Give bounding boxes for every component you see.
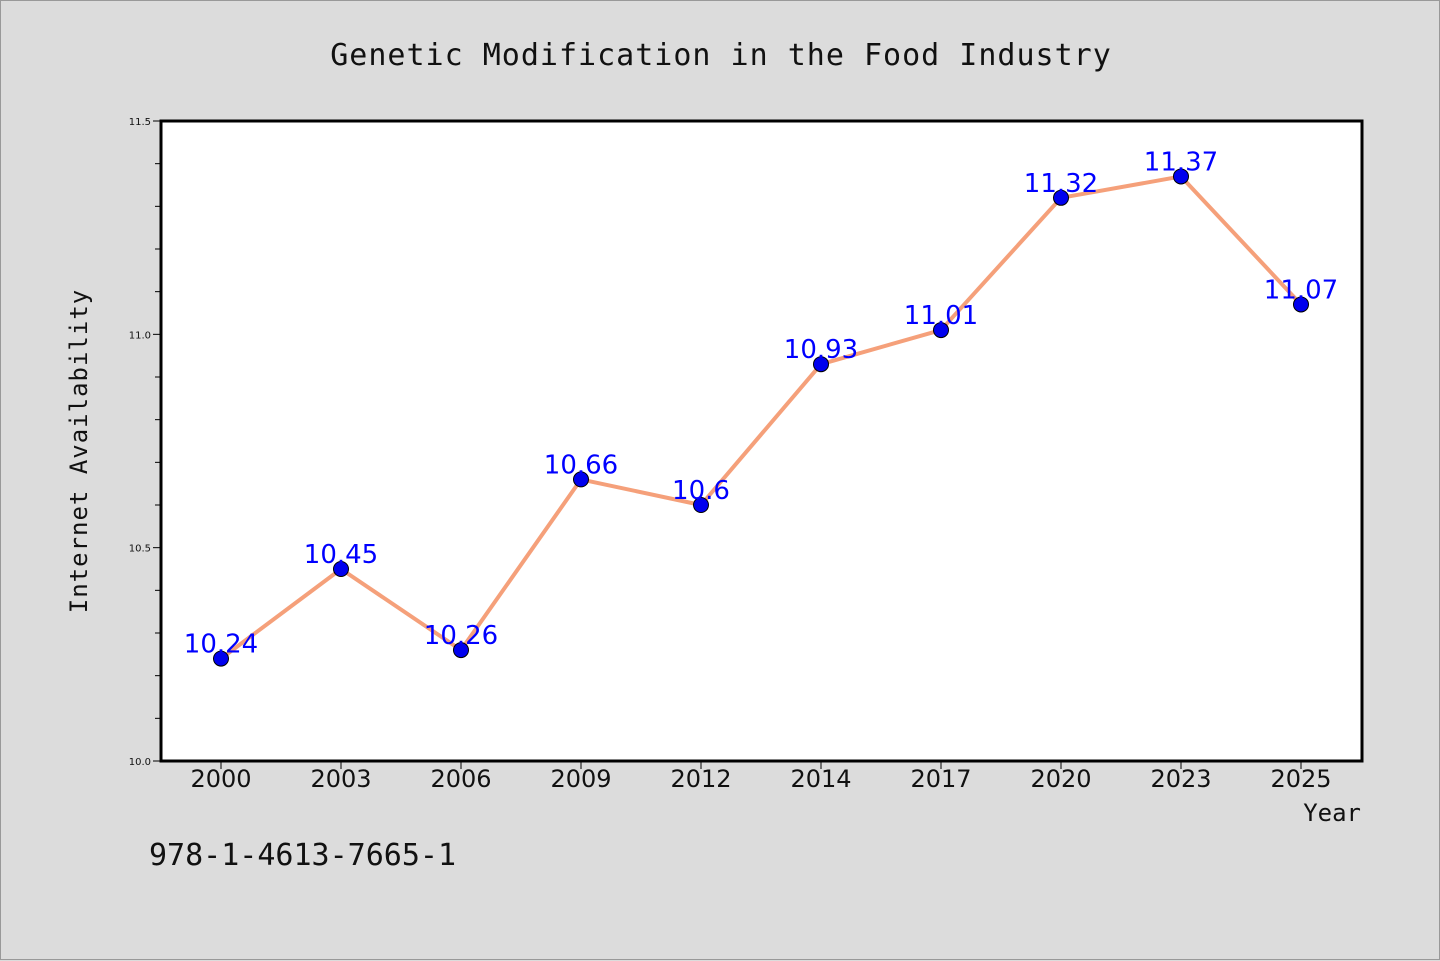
x-axis-label: Year [1303,799,1361,827]
data-label: 11.37 [1144,147,1218,177]
data-point [453,642,469,659]
x-axis: 2000 2003 2006 2009 2012 2014 2017 2020 2023 2025 [190,761,1332,793]
data-label: 10.24 [184,630,258,660]
series-line [219,174,1303,661]
y-tick-label: 11.5 [129,117,151,128]
data-label: 11.07 [1264,275,1338,305]
data-point [933,322,949,339]
data-label: 11.32 [1024,169,1098,199]
x-tick-label: 2020 [1030,765,1091,793]
data-point [333,561,349,577]
data-label: 10.93 [784,335,858,365]
x-tick-label: 2017 [910,765,971,793]
data-label: 10.26 [424,621,498,651]
data-point [1053,189,1069,206]
x-tick-label: 2003 [310,765,371,793]
plot-area [159,119,1364,763]
chart-title: Genetic Modification in the Food Industr… [330,38,1112,73]
data-point [1173,168,1189,185]
y-axis: 10.0 10.5 11.0 11.5 [129,117,161,768]
data-point [213,650,229,667]
data-series: 10.24 10.45 10.26 10.66 10.6 10.93 11.01 11.32 1… [184,147,1338,667]
data-point [813,356,829,373]
y-tick-label: 10.5 [129,544,151,555]
y-tick-label: 11.0 [129,330,151,341]
x-tick-label: 2000 [190,765,251,793]
data-point [573,471,589,488]
y-axis-label: Internet Availability [65,289,93,613]
x-tick-label: 2006 [430,765,491,793]
x-tick-label: 2009 [550,765,611,793]
data-label: 10.66 [544,450,618,480]
x-tick-label: 2023 [1150,765,1211,793]
x-tick-label: 2012 [670,765,731,793]
data-point [693,497,709,513]
data-label: 11.01 [904,301,978,331]
data-label: 10.45 [304,540,378,570]
x-tick-label: 2014 [790,765,851,793]
x-tick-label: 2025 [1270,765,1331,793]
isbn-text: 978-1-4613-7665-1 [149,838,456,873]
y-tick-label: 10.0 [129,757,151,768]
data-point [1293,296,1309,313]
data-label: 10.6 [672,476,730,506]
